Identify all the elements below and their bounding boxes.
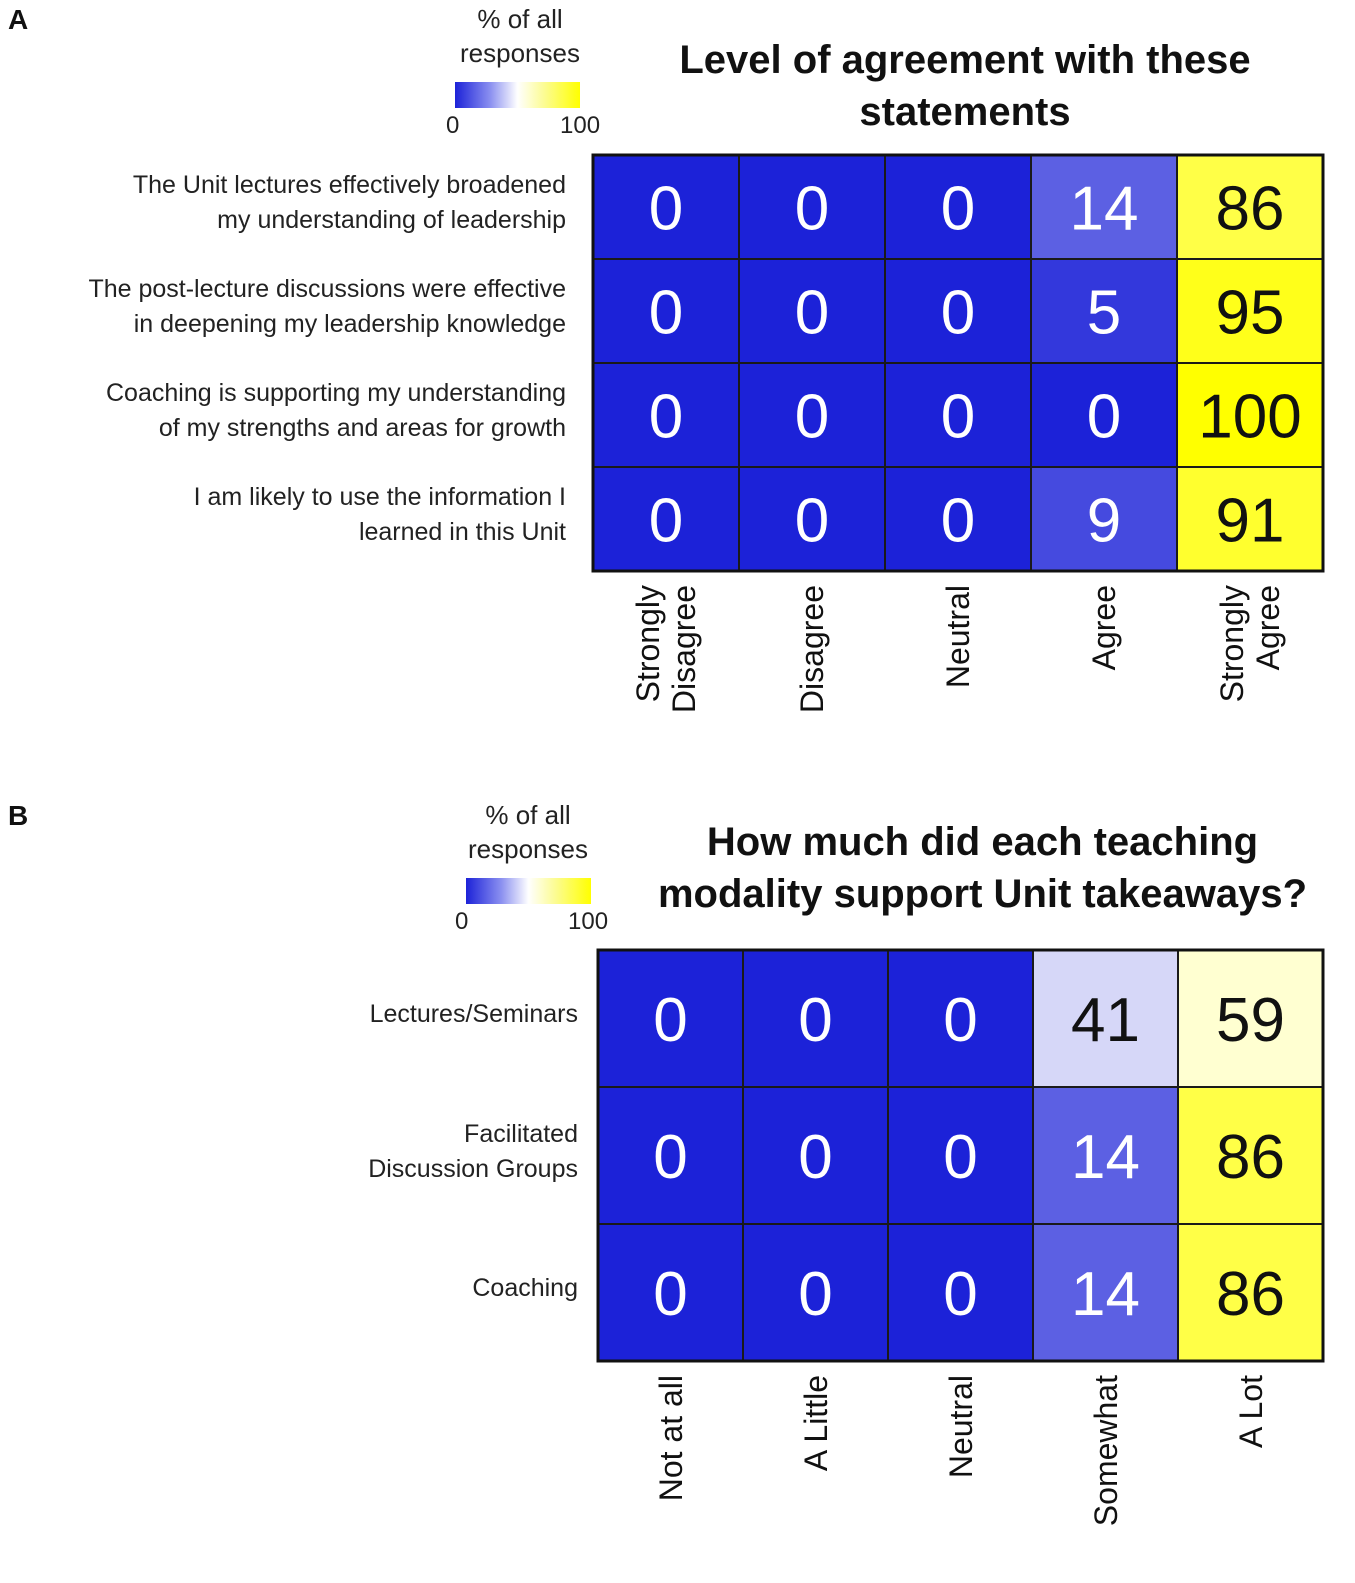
cell-value-label: 14 — [1070, 174, 1139, 243]
heatmap-cell — [597, 1086, 744, 1225]
cell-value-label: 0 — [941, 486, 975, 555]
cell-value-label: 5 — [1087, 278, 1121, 347]
heatmap-cell — [742, 949, 889, 1088]
heatmap-cell — [887, 949, 1034, 1088]
heatmap-cell — [1032, 949, 1179, 1088]
column-label: Somewhat — [1087, 1375, 1124, 1527]
column-label: Not at all — [652, 1375, 689, 1502]
heatmap-cell — [884, 258, 1032, 364]
heatmap-cell — [1030, 258, 1178, 364]
cell-value-label: 0 — [795, 174, 829, 243]
colorbar — [455, 82, 580, 108]
colorbar-title: % of all responses — [460, 4, 580, 68]
heatmap-cell — [738, 466, 886, 572]
cell-value-label: 91 — [1216, 486, 1285, 555]
chart-title: How much did each teaching modality supp… — [657, 820, 1308, 916]
column-label: Disagree — [794, 585, 830, 714]
cell-value-label: 86 — [1216, 174, 1285, 243]
cell-value-label: 0 — [943, 986, 977, 1055]
panel-label: A — [8, 4, 29, 35]
column-label: Strongly Agree — [1214, 585, 1286, 703]
colorbar-title: % of all responses — [468, 800, 588, 864]
column-label: A Little — [797, 1375, 834, 1472]
cell-value-label: 14 — [1071, 1123, 1140, 1192]
column-label: Neutral — [940, 585, 976, 689]
colorbar-min-tick: 0 — [455, 908, 469, 935]
row-label: Facilitated Discussion Groups — [368, 1119, 578, 1183]
cell-value-label: 0 — [798, 1123, 832, 1192]
cell-value-label: 0 — [653, 1260, 687, 1329]
row-label: Coaching — [472, 1274, 578, 1302]
cell-value-label: 59 — [1216, 986, 1285, 1055]
cell-value-label: 0 — [649, 382, 683, 451]
column-label: Strongly Disagree — [630, 585, 702, 714]
cell-value-label: 41 — [1071, 986, 1140, 1055]
cell-value-label: 95 — [1216, 278, 1285, 347]
heatmap-cell — [738, 362, 886, 468]
heatmap-cell — [1030, 362, 1178, 468]
cell-value-label: 0 — [649, 486, 683, 555]
cell-value-label: 0 — [941, 382, 975, 451]
heatmap-border — [596, 948, 1325, 1363]
cell-value-label: 0 — [941, 278, 975, 347]
colorbar-max-tick: 100 — [568, 908, 609, 935]
cell-value-label: 14 — [1071, 1260, 1140, 1329]
cell-value-label: 0 — [649, 174, 683, 243]
heatmap-cell — [592, 258, 740, 364]
panel-a: A % of all responses 0 100 Level of agre… — [0, 0, 1355, 790]
cell-value-label: 0 — [1087, 382, 1121, 451]
row-label: Coaching is supporting my understanding o… — [106, 379, 566, 442]
cell-value-label: 9 — [1087, 486, 1121, 555]
heatmap-cell — [1176, 362, 1324, 468]
colorbar-min-tick: 0 — [446, 112, 460, 139]
chart-title: Level of agreement with these statements — [679, 38, 1251, 134]
cell-value-label: 100 — [1198, 382, 1301, 451]
cell-value-label: 0 — [943, 1123, 977, 1192]
cell-value-label: 0 — [798, 1260, 832, 1329]
cell-value-label: 0 — [649, 278, 683, 347]
heatmap-cell — [1176, 154, 1324, 260]
column-label: Neutral — [942, 1375, 979, 1479]
heatmap-cell — [738, 258, 886, 364]
heatmap-cell — [742, 1086, 889, 1225]
heatmap-cell — [1176, 258, 1324, 364]
cell-value-label: 0 — [653, 986, 687, 1055]
cell-value-label: 0 — [941, 174, 975, 243]
heatmap-border — [591, 153, 1325, 573]
heatmap-cell — [884, 362, 1032, 468]
cell-value-label: 0 — [653, 1123, 687, 1192]
heatmap-cell — [1030, 466, 1178, 572]
cell-value-label: 0 — [798, 986, 832, 1055]
cell-value-label: 0 — [795, 278, 829, 347]
row-label: The Unit lectures effectively broadened m… — [132, 171, 566, 234]
heatmap-cell — [597, 949, 744, 1088]
cell-value-label: 86 — [1216, 1260, 1285, 1329]
heatmap-a: 0 0 0 14 86 0 0 0 5 95 0 0 0 0 100 0 0 0 9 91 — [591, 153, 1325, 573]
heatmap-cell — [1177, 1223, 1324, 1362]
row-label: Lectures/Seminars — [369, 1000, 578, 1028]
cell-value-label: 0 — [943, 1260, 977, 1329]
heatmap-cell — [1176, 466, 1324, 572]
colorbar — [466, 878, 591, 904]
cell-value-label: 0 — [795, 382, 829, 451]
colorbar-max-tick: 100 — [560, 112, 601, 139]
row-label: The post-lecture discussions were effect… — [88, 275, 566, 338]
panel-label: B — [8, 800, 29, 831]
heatmap-cell — [592, 362, 740, 468]
heatmap-b: 0 0 0 41 59 0 0 0 14 86 0 0 0 14 86 — [596, 948, 1325, 1363]
column-label: Agree — [1086, 585, 1122, 671]
column-label: A Lot — [1232, 1375, 1269, 1448]
panel-b: B % of all responses 0 100 How much did … — [0, 790, 1355, 1583]
heatmap-cell — [592, 154, 740, 260]
cell-value-label: 86 — [1216, 1123, 1285, 1192]
cell-value-label: 0 — [795, 486, 829, 555]
